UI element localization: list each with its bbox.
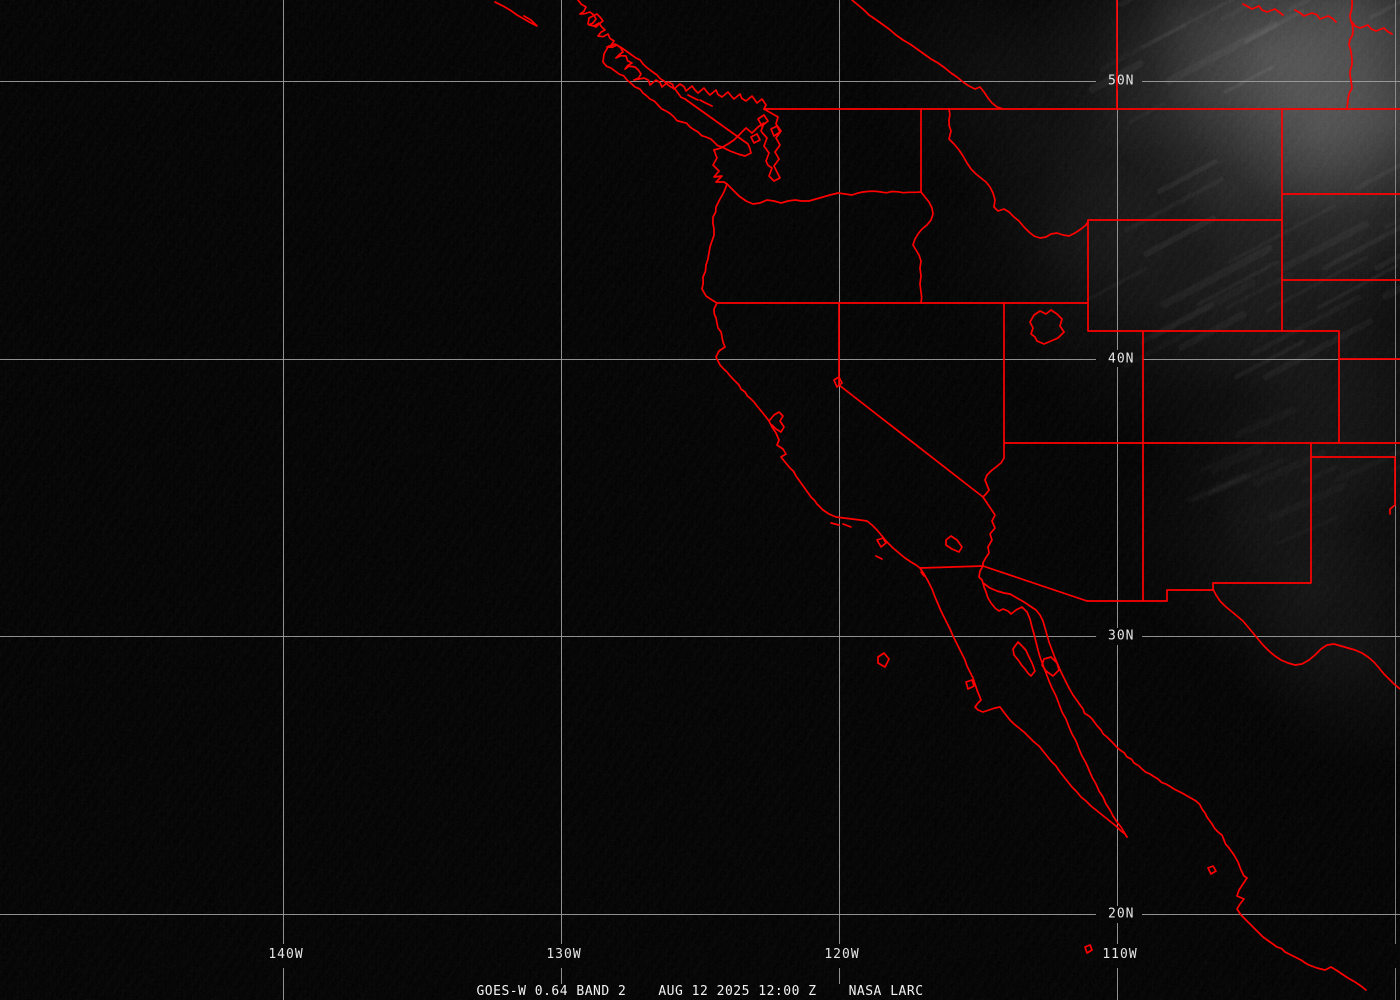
- longitude-label: 110W: [1102, 947, 1138, 962]
- latitude-label: 30N: [1108, 628, 1135, 644]
- product-name-label: GOES-W 0.64 BAND 2: [476, 984, 627, 999]
- map-outline: [945, 535, 963, 553]
- map-outline: [577, 0, 767, 110]
- map-outline: [919, 567, 1128, 838]
- map-outline: [494, 1, 538, 27]
- map-outline: [757, 114, 769, 127]
- map-outline: [717, 0, 1400, 602]
- map-outline: [1012, 641, 1036, 677]
- product-caption: GOES-W 0.64 BAND 2 AUG 12 2025 12:00 Z N…: [0, 985, 1400, 998]
- map-outline: [687, 94, 699, 101]
- map-outline: [750, 133, 761, 144]
- map-outline: [699, 99, 713, 107]
- map-outline: [833, 376, 843, 388]
- coastline-borders-overlay: [494, 0, 1400, 991]
- map-outline: [1084, 944, 1093, 954]
- map-outline: [842, 523, 852, 528]
- map-outline: [768, 411, 785, 433]
- longitude-label: 120W: [824, 947, 860, 962]
- map-outline: [726, 183, 922, 205]
- map-outline: [1351, 21, 1393, 35]
- map-outline: [1294, 9, 1337, 23]
- map-outline: [982, 457, 1005, 567]
- map-outline: [701, 149, 921, 569]
- longitude-label: 140W: [268, 947, 304, 962]
- map-outline: [851, 0, 1004, 110]
- map-outline: [1346, 0, 1354, 110]
- credit-label: NASA LARC: [848, 984, 924, 999]
- map-outline: [948, 108, 1089, 239]
- map-outline: [830, 522, 840, 526]
- map-outline: [1029, 309, 1065, 345]
- map-outline: [982, 582, 1128, 838]
- map-outline: [1009, 593, 1367, 991]
- map-outline: [1212, 588, 1400, 690]
- map-outline: [978, 565, 984, 584]
- map-outline: [713, 108, 782, 182]
- map-outline: [1041, 656, 1060, 677]
- map-outline: [1207, 865, 1217, 875]
- map-outline: [965, 679, 975, 690]
- map-outline: [876, 537, 887, 548]
- latitude-label: 20N: [1108, 906, 1135, 922]
- map-outline: [875, 555, 883, 560]
- map-outline: [770, 125, 781, 137]
- map-outline: [587, 13, 604, 28]
- map-outline: [912, 191, 934, 304]
- latitude-label: 50N: [1108, 73, 1135, 89]
- timestamp-label: AUG 12 2025 12:00 Z: [658, 984, 817, 999]
- map-outline: [602, 43, 752, 157]
- map-outline: [920, 571, 925, 577]
- longitude-label: 130W: [546, 947, 582, 962]
- map-outline: [982, 582, 1011, 595]
- map-outline: [1242, 3, 1284, 16]
- latitude-label: 40N: [1108, 351, 1135, 367]
- map-outline: [877, 652, 890, 668]
